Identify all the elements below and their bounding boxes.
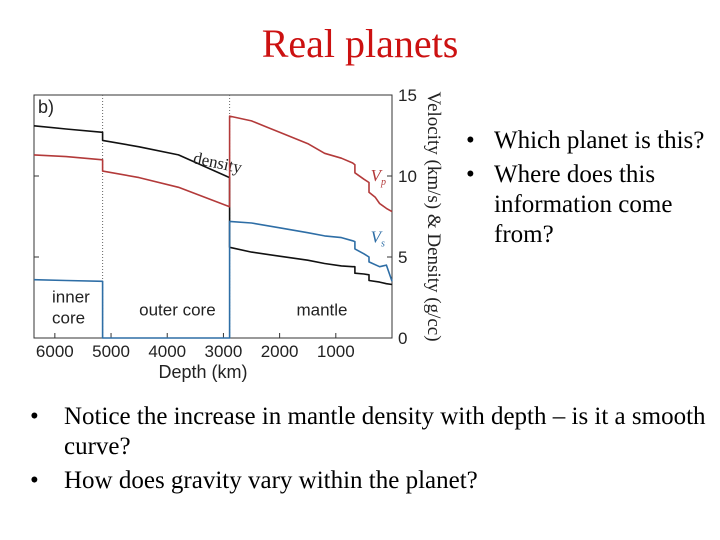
x-tick-label: 2000: [261, 342, 299, 361]
bullet-text: Where does this information come from?: [494, 161, 673, 248]
x-tick-label: 6000: [36, 342, 74, 361]
x-tick-label: 5000: [92, 342, 130, 361]
slide-title: Real planets: [261, 21, 459, 66]
series-line-vs: [33, 220, 393, 339]
chart-svg: 6000 5000 4000 3000 2000 1000 0 5 10 15 Depth (km)…: [33, 86, 444, 382]
bullet-text: How does gravity vary within the planet?: [64, 467, 478, 494]
velocity-density-chart: 6000 5000 4000 3000 2000 1000 0 5 10 15 Depth (km)…: [20, 60, 450, 390]
x-axis-label: Depth (km): [158, 362, 247, 382]
region-label: mantle: [296, 300, 347, 319]
bullet-info-source: • Where does this information come from?: [462, 160, 712, 250]
bullet-text: Notice the increase in mantle density wi…: [64, 403, 706, 460]
bullet-dot: •: [466, 127, 475, 154]
region-label: inner: [52, 287, 90, 306]
region-label: core: [52, 308, 85, 327]
bottom-bullet-list: • Notice the increase in mantle density …: [30, 402, 710, 500]
y-tick-label: 15: [398, 86, 417, 105]
series-label-vs: Vs: [371, 227, 385, 249]
bullet-dot: •: [30, 403, 39, 430]
bullet-text: Which planet is this?: [494, 127, 705, 154]
series-line-density: [33, 125, 393, 286]
bullet-dot: •: [466, 161, 475, 188]
bullet-dot: •: [30, 467, 39, 494]
bullet-which-planet: • Which planet is this?: [462, 126, 712, 156]
series-line-vp: [33, 115, 393, 213]
series-label-vp: Vp: [371, 166, 386, 188]
y-tick-label: 5: [398, 248, 407, 267]
x-tick-label: 4000: [148, 342, 186, 361]
region-label: outer core: [139, 300, 216, 319]
y-axis-label: Velocity (km/s) & Density (g/cc): [423, 91, 444, 341]
x-tick-label: 3000: [205, 342, 243, 361]
bullet-mantle-density: • Notice the increase in mantle density …: [30, 402, 710, 462]
panel-label: b): [38, 97, 54, 117]
y-tick-label: 10: [398, 167, 417, 186]
bullet-gravity: • How does gravity vary within the plane…: [30, 466, 710, 496]
right-bullet-list: • Which planet is this? • Where does thi…: [462, 126, 712, 254]
y-tick-label: 0: [398, 329, 407, 348]
x-tick-label: 1000: [317, 342, 355, 361]
